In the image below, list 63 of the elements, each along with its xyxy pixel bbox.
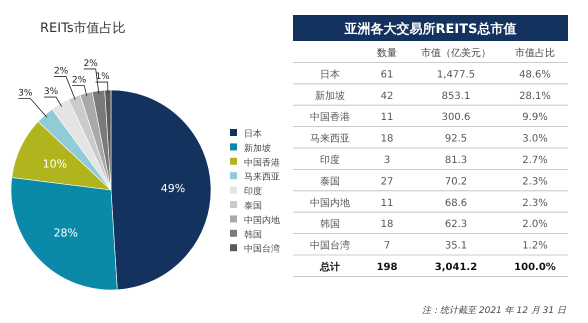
data-label: 7 [384,240,390,252]
data-label: 35.1 [444,240,468,252]
category-label: 中国香港 [310,111,350,124]
data-label: 68.6 [444,198,468,209]
legend-label: 新加坡 [244,142,271,154]
data-label: 28.1% [519,90,551,102]
data-label: 2% [84,58,98,69]
data-label: 3.0% [522,134,548,145]
text: 市值（亿美元） [421,47,491,59]
text: 亚洲各大交易所REITS总市值 [344,21,516,37]
data-label: 3% [18,88,33,98]
data-label: 18 [380,134,394,145]
data-label: 300.6 [442,112,470,124]
legend-label: 中国内地 [244,214,280,226]
data-label: 10% [42,158,68,171]
legend-label: 韩国 [244,229,262,240]
data-label: 2% [54,66,69,77]
category-label: 中国台湾 [310,240,350,252]
category-label: 马来西亚 [310,132,350,145]
data-label: 49% [160,182,186,196]
data-label: 28% [54,226,78,240]
data-label: 9.9% [522,112,548,124]
category-label: 新加坡 [315,90,345,102]
legend-label: 印度 [244,186,262,198]
data-label: 2.7% [522,155,548,166]
data-label: 853.1 [442,90,470,102]
data-label: 1.2% [522,240,548,252]
data-label: 48.6% [519,69,551,80]
legend-label: 泰国 [244,200,262,212]
legend-label: 中国香港 [244,157,280,168]
category-label: 日本 [320,68,340,80]
data-label: 18 [380,219,394,230]
data-label: 42 [380,90,394,102]
category-label: 中国内地 [310,196,350,209]
data-label: 92.5 [444,134,468,145]
category-label: 韩国 [320,218,340,230]
data-label: 62.3 [444,219,468,230]
category-label: 印度 [320,154,340,166]
legend-label: 日本 [244,128,262,140]
legend-label: 马来西亚 [244,172,280,183]
legend-label: 中国台湾 [244,244,280,255]
category-label: 总计 [319,261,340,273]
data-label: 61 [380,69,394,80]
data-label: 3% [44,87,59,98]
data-label: 27 [380,176,394,188]
data-label: 11 [380,198,394,209]
data-label: 11 [380,112,394,124]
chart-title: REITs市值占比 [40,21,126,36]
data-label: 2.0% [522,219,548,230]
category-label: 泰国 [320,176,340,188]
data-label: 2.3% [522,176,548,188]
data-label: 3 [384,155,390,166]
data-label: 100.0% [514,262,556,273]
data-label: 2.3% [522,198,548,209]
text: 市值占比 [515,47,555,59]
data-label: 2% [72,75,87,86]
data-label: 3,041.2 [434,262,478,273]
data-label: 70.2 [444,176,468,188]
data-label: 81.3 [444,155,468,166]
data-label: 1,477.5 [436,69,476,80]
text: 数量 [377,48,397,59]
data-label: 198 [376,262,398,273]
text: 注：统计截至 2021 年 12 月 31 日 [422,305,567,316]
